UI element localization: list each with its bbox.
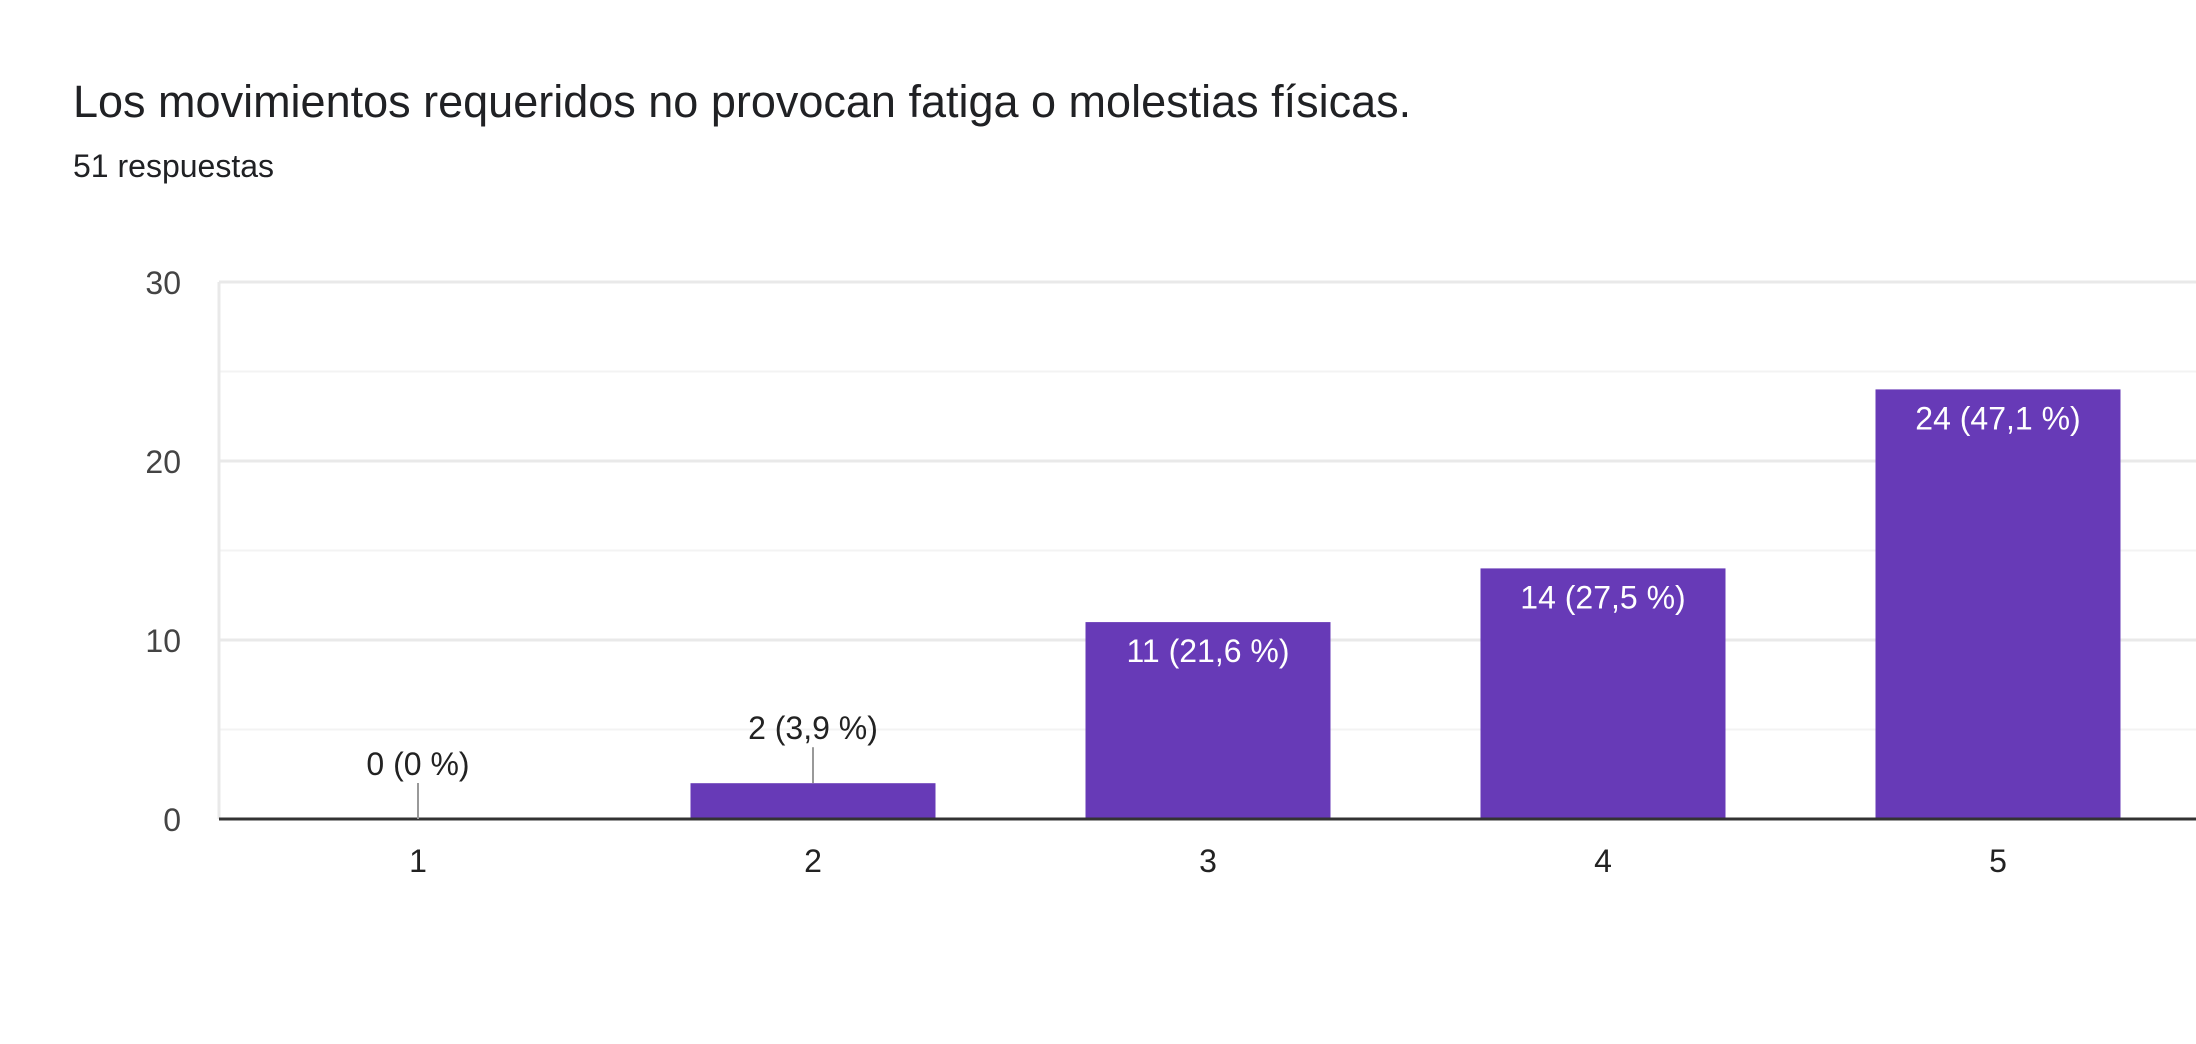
bar-5 (1876, 389, 2121, 819)
data-label: 2 (3,9 %) (748, 710, 878, 746)
y-axis-ticks: 0 10 20 30 (145, 265, 181, 838)
data-label: 11 (21,6 %) (1126, 633, 1289, 669)
y-tick-label: 0 (163, 802, 181, 838)
y-tick-label: 30 (145, 265, 181, 301)
y-tick-label: 20 (145, 444, 181, 480)
x-axis-ticks: 1 2 3 4 5 (409, 843, 2007, 879)
bars (691, 389, 2121, 819)
x-tick-label: 1 (409, 843, 427, 879)
data-label: 14 (27,5 %) (1520, 579, 1685, 615)
x-tick-label: 4 (1594, 843, 1612, 879)
bar-2 (691, 783, 936, 819)
data-label: 0 (0 %) (366, 746, 469, 782)
x-tick-label: 5 (1989, 843, 2007, 879)
data-label: 24 (47,1 %) (1915, 400, 2080, 436)
x-tick-label: 3 (1199, 843, 1217, 879)
x-tick-label: 2 (804, 843, 822, 879)
y-tick-label: 10 (145, 623, 181, 659)
